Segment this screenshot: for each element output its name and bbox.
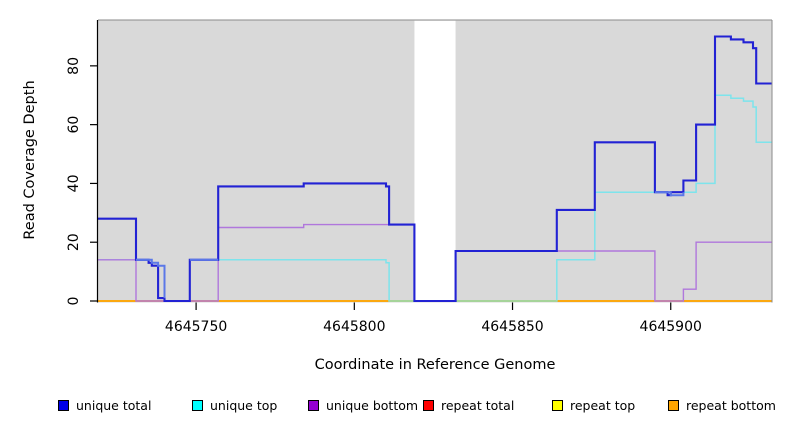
y-tick-label: 60 [66,116,82,134]
x-tick-label: 4645800 [323,319,385,335]
x-tick-label: 4645850 [481,319,543,335]
y-tick-label: 0 [66,297,82,306]
no-data-band [414,20,456,301]
y-tick-label: 20 [66,233,82,251]
x-tick-label: 4645750 [165,319,227,335]
x-tick-label: 4645900 [640,319,702,335]
series-overlap-segment [136,258,166,299]
x-axis-title: Coordinate in Reference Genome [314,357,556,373]
y-tick-label: 40 [66,174,82,192]
series-overlap-segment [654,191,685,197]
series-unique-total [98,35,772,303]
y-axis-title: Read Coverage Depth [22,80,38,240]
y-tick-label: 80 [66,57,82,75]
